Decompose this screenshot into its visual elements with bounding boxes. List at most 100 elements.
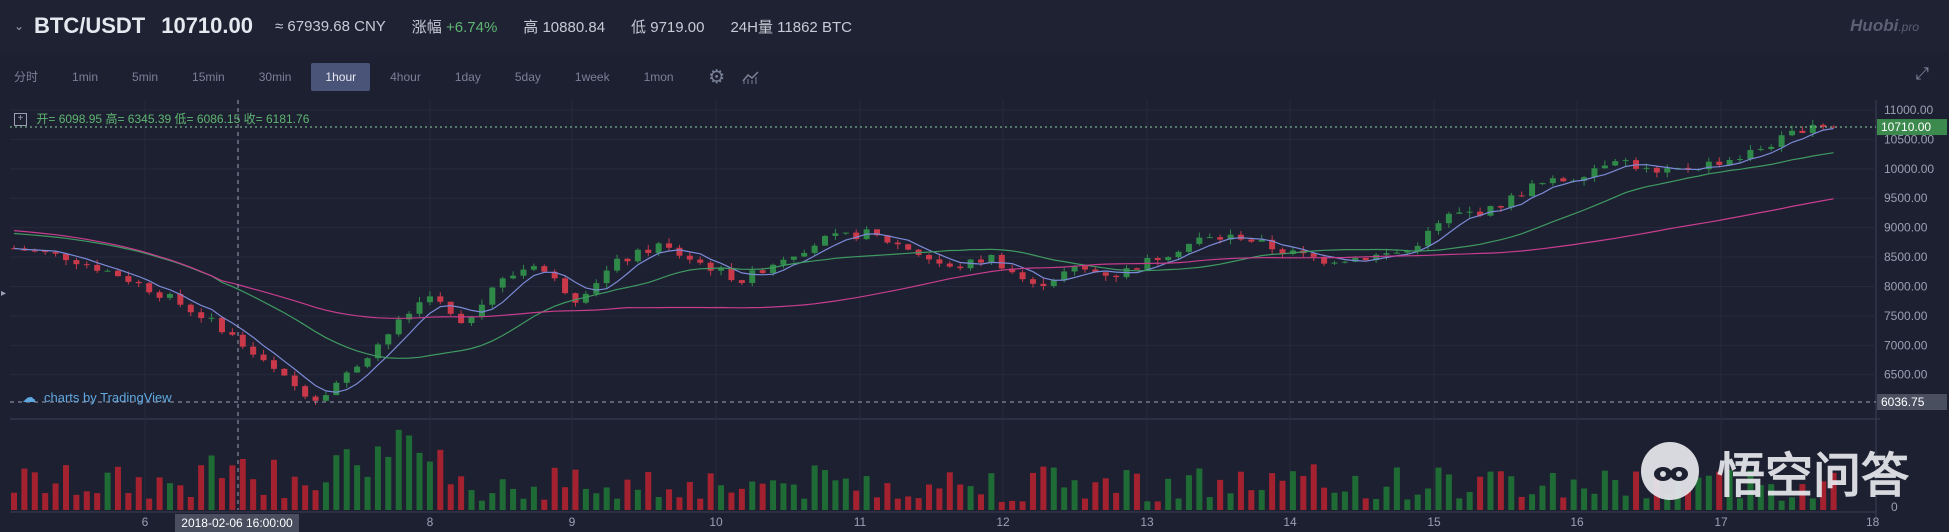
volume-bar: [1113, 492, 1120, 510]
candle: [1601, 165, 1608, 169]
candle: [666, 243, 673, 248]
volume-bar: [1633, 471, 1640, 510]
volume-bar: [1217, 479, 1224, 510]
volume-bar: [208, 455, 215, 510]
candle: [1445, 213, 1452, 224]
volume-bar: [447, 484, 454, 510]
candle: [770, 264, 777, 274]
y-tick-label: 9000.00: [1884, 221, 1928, 235]
volume-bar: [354, 465, 361, 510]
candle: [676, 247, 683, 256]
candle: [718, 267, 725, 271]
volume-bar: [1237, 471, 1244, 510]
candle: [1466, 211, 1473, 213]
x-tick-label: 8: [427, 515, 434, 529]
candle: [1789, 130, 1796, 136]
candle: [468, 317, 475, 324]
low-stat: 低 9719.00: [631, 16, 704, 37]
candle: [1061, 271, 1068, 281]
candle: [270, 360, 277, 369]
candle: [957, 266, 964, 269]
crosshair-time-bg: [175, 514, 299, 532]
low-value: 9719.00: [650, 18, 705, 36]
volume-bar: [270, 459, 277, 510]
candle: [239, 334, 246, 347]
candle: [686, 255, 693, 260]
current-price-tag-bg: [1877, 119, 1947, 136]
interval-realtime[interactable]: 分时: [14, 70, 39, 84]
high-label: 高=: [105, 112, 125, 126]
expand-arrow-icon[interactable]: ▸: [1, 288, 6, 299]
candle: [1227, 234, 1234, 240]
candle: [1310, 253, 1317, 257]
volume-bar: [1341, 491, 1348, 510]
volume-bar: [1643, 498, 1650, 510]
candle: [1487, 206, 1494, 216]
interval-15min[interactable]: 15min: [192, 70, 225, 84]
candle: [31, 250, 38, 252]
candle: [738, 280, 745, 284]
candle: [988, 254, 995, 263]
candle: [42, 250, 49, 253]
x-tick-label: 14: [1283, 515, 1297, 529]
candle: [905, 244, 912, 250]
interval-1day[interactable]: 1day: [454, 70, 481, 84]
candle: [1653, 167, 1660, 173]
candle: [385, 334, 392, 345]
gear-icon[interactable]: ⚙: [708, 66, 726, 88]
volume-bar: [218, 478, 225, 510]
high-label: 高: [523, 18, 539, 36]
candle: [884, 235, 891, 243]
volume-bar: [1414, 494, 1421, 510]
candle: [1799, 130, 1806, 133]
volume-bar: [312, 490, 319, 510]
candle: [541, 266, 548, 272]
y-tick-label: 10500.00: [1884, 132, 1934, 146]
candle: [520, 269, 527, 276]
tradingview-attribution[interactable]: ☁ charts by TradingView: [22, 389, 172, 405]
candle: [1206, 237, 1213, 239]
candle: [1081, 266, 1088, 270]
fullscreen-icon[interactable]: ⤢: [1915, 64, 1929, 83]
interval-1mon[interactable]: 1mon: [643, 70, 674, 84]
ma-long-line: [13, 198, 1834, 319]
volume-bar: [977, 494, 984, 510]
volume-bar: [385, 456, 392, 510]
indicators-icon[interactable]: [742, 69, 766, 85]
volume-bar: [1352, 475, 1359, 510]
candle: [1726, 160, 1733, 165]
volume-bar: [936, 488, 943, 510]
volume-bar: [541, 499, 548, 510]
ohlc-legend: + 开= 6098.95 高= 6345.39 低= 6086.15 收= 61…: [14, 110, 309, 127]
trading-pair[interactable]: BTC/USDT: [34, 13, 146, 38]
interval-1min[interactable]: 1min: [72, 70, 99, 84]
candle: [1175, 251, 1182, 258]
volume-bar: [1206, 497, 1213, 510]
candle: [489, 287, 496, 305]
candle: [1373, 254, 1380, 261]
interval-1week[interactable]: 1week: [574, 70, 610, 84]
volume-bar: [655, 496, 662, 510]
collapse-icon[interactable]: +: [14, 113, 27, 127]
interval-30min[interactable]: 30min: [258, 70, 292, 84]
volume-bar: [125, 493, 132, 510]
interval-1hour[interactable]: 1hour: [311, 63, 371, 91]
chevron-down-icon[interactable]: ⌄: [14, 19, 25, 33]
volume-bar: [1705, 475, 1712, 510]
candle: [260, 354, 267, 361]
interval-5min[interactable]: 5min: [132, 70, 159, 84]
interval-4hour[interactable]: 4hour: [390, 70, 421, 84]
candle: [364, 358, 371, 367]
candle: [842, 232, 849, 234]
volume-bar: [73, 494, 80, 510]
price-pane: [10, 100, 1876, 416]
candle: [790, 256, 797, 260]
volume-bar: [770, 480, 777, 510]
candle: [1549, 178, 1556, 184]
volume-bar: [1560, 497, 1567, 510]
candle: [572, 293, 579, 303]
interval-5day[interactable]: 5day: [514, 70, 541, 84]
volume-bar: [1820, 481, 1827, 510]
candle: [208, 317, 215, 319]
